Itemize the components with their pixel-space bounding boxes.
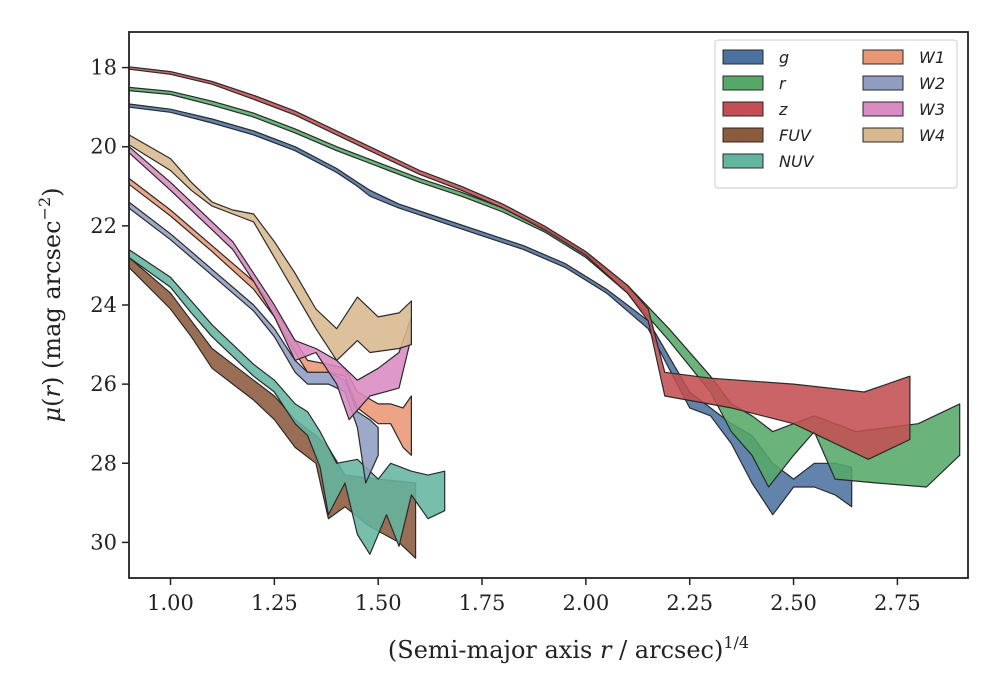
legend-label-w4: W4 xyxy=(919,126,945,145)
y-axis-ticks: 18 20 22 24 26 28 30 xyxy=(90,56,129,554)
y-tick-label: 30 xyxy=(90,530,117,554)
x-label-var: r xyxy=(600,636,613,664)
legend-swatch-w4 xyxy=(862,127,904,143)
x-tick-label: 1.75 xyxy=(459,591,506,615)
x-label-text: (Semi-major axis xyxy=(388,636,600,664)
series-bands xyxy=(128,66,961,559)
x-tick-label: 2.50 xyxy=(770,591,817,615)
legend-swatch-z xyxy=(722,101,764,117)
y-axis-label: μ(r) (mag arcsec−2) xyxy=(35,187,66,422)
band-w4 xyxy=(128,134,412,361)
y-label-exponent: −2 xyxy=(35,197,54,221)
y-label-close: ) xyxy=(38,187,66,196)
y-tick-label: 20 xyxy=(90,135,117,159)
legend-swatch-fuv xyxy=(722,127,764,143)
legend-label-z: z xyxy=(778,100,788,119)
legend-swatch-r xyxy=(722,75,764,91)
legend-swatch-nuv xyxy=(722,153,764,169)
x-tick-label: 1.25 xyxy=(251,591,298,615)
x-axis-label: (Semi-major axis r / arcsec)1/4 xyxy=(388,633,749,664)
legend-label-r: r xyxy=(779,74,787,93)
legend-label-nuv: NUV xyxy=(779,152,815,171)
x-tick-label: 1.00 xyxy=(147,591,194,615)
x-tick-label: 2.25 xyxy=(666,591,713,615)
band-z xyxy=(128,66,911,460)
y-tick-label: 26 xyxy=(90,372,117,396)
y-tick-label: 18 xyxy=(90,56,117,80)
x-tick-label: 2.00 xyxy=(562,591,609,615)
legend-label-w3: W3 xyxy=(919,100,945,119)
y-label-unit: ) (mag arcsec xyxy=(38,220,66,386)
y-tick-label: 28 xyxy=(90,451,117,475)
x-tick-label: 2.75 xyxy=(874,591,921,615)
legend-swatch-w2 xyxy=(862,75,904,91)
legend: grz FUV NUV W1 W2 W3 W4 xyxy=(714,39,958,189)
y-tick-label: 24 xyxy=(90,293,117,317)
legend-label-g: g xyxy=(779,48,789,67)
legend-label-w2: W2 xyxy=(919,74,945,93)
x-tick-label: 1.50 xyxy=(355,591,402,615)
legend-label-w1: W1 xyxy=(919,48,945,67)
legend-swatch-g xyxy=(722,49,764,65)
x-axis-ticks: 1.00 1.25 1.50 1.75 2.00 2.25 2.50 2.75 xyxy=(147,578,921,615)
legend-label-fuv: FUV xyxy=(779,126,812,145)
band-w2 xyxy=(128,201,379,484)
y-tick-label: 22 xyxy=(90,214,117,238)
y-label-paren: ( xyxy=(38,398,66,407)
y-label-var: μ xyxy=(38,407,66,423)
band-nuv xyxy=(128,249,446,555)
legend-swatch-w3 xyxy=(862,101,904,117)
y-label-r: r xyxy=(38,385,66,398)
x-label-exponent: 1/4 xyxy=(723,633,749,652)
legend-swatch-w1 xyxy=(862,49,904,65)
x-label-unit: / arcsec) xyxy=(611,636,723,664)
